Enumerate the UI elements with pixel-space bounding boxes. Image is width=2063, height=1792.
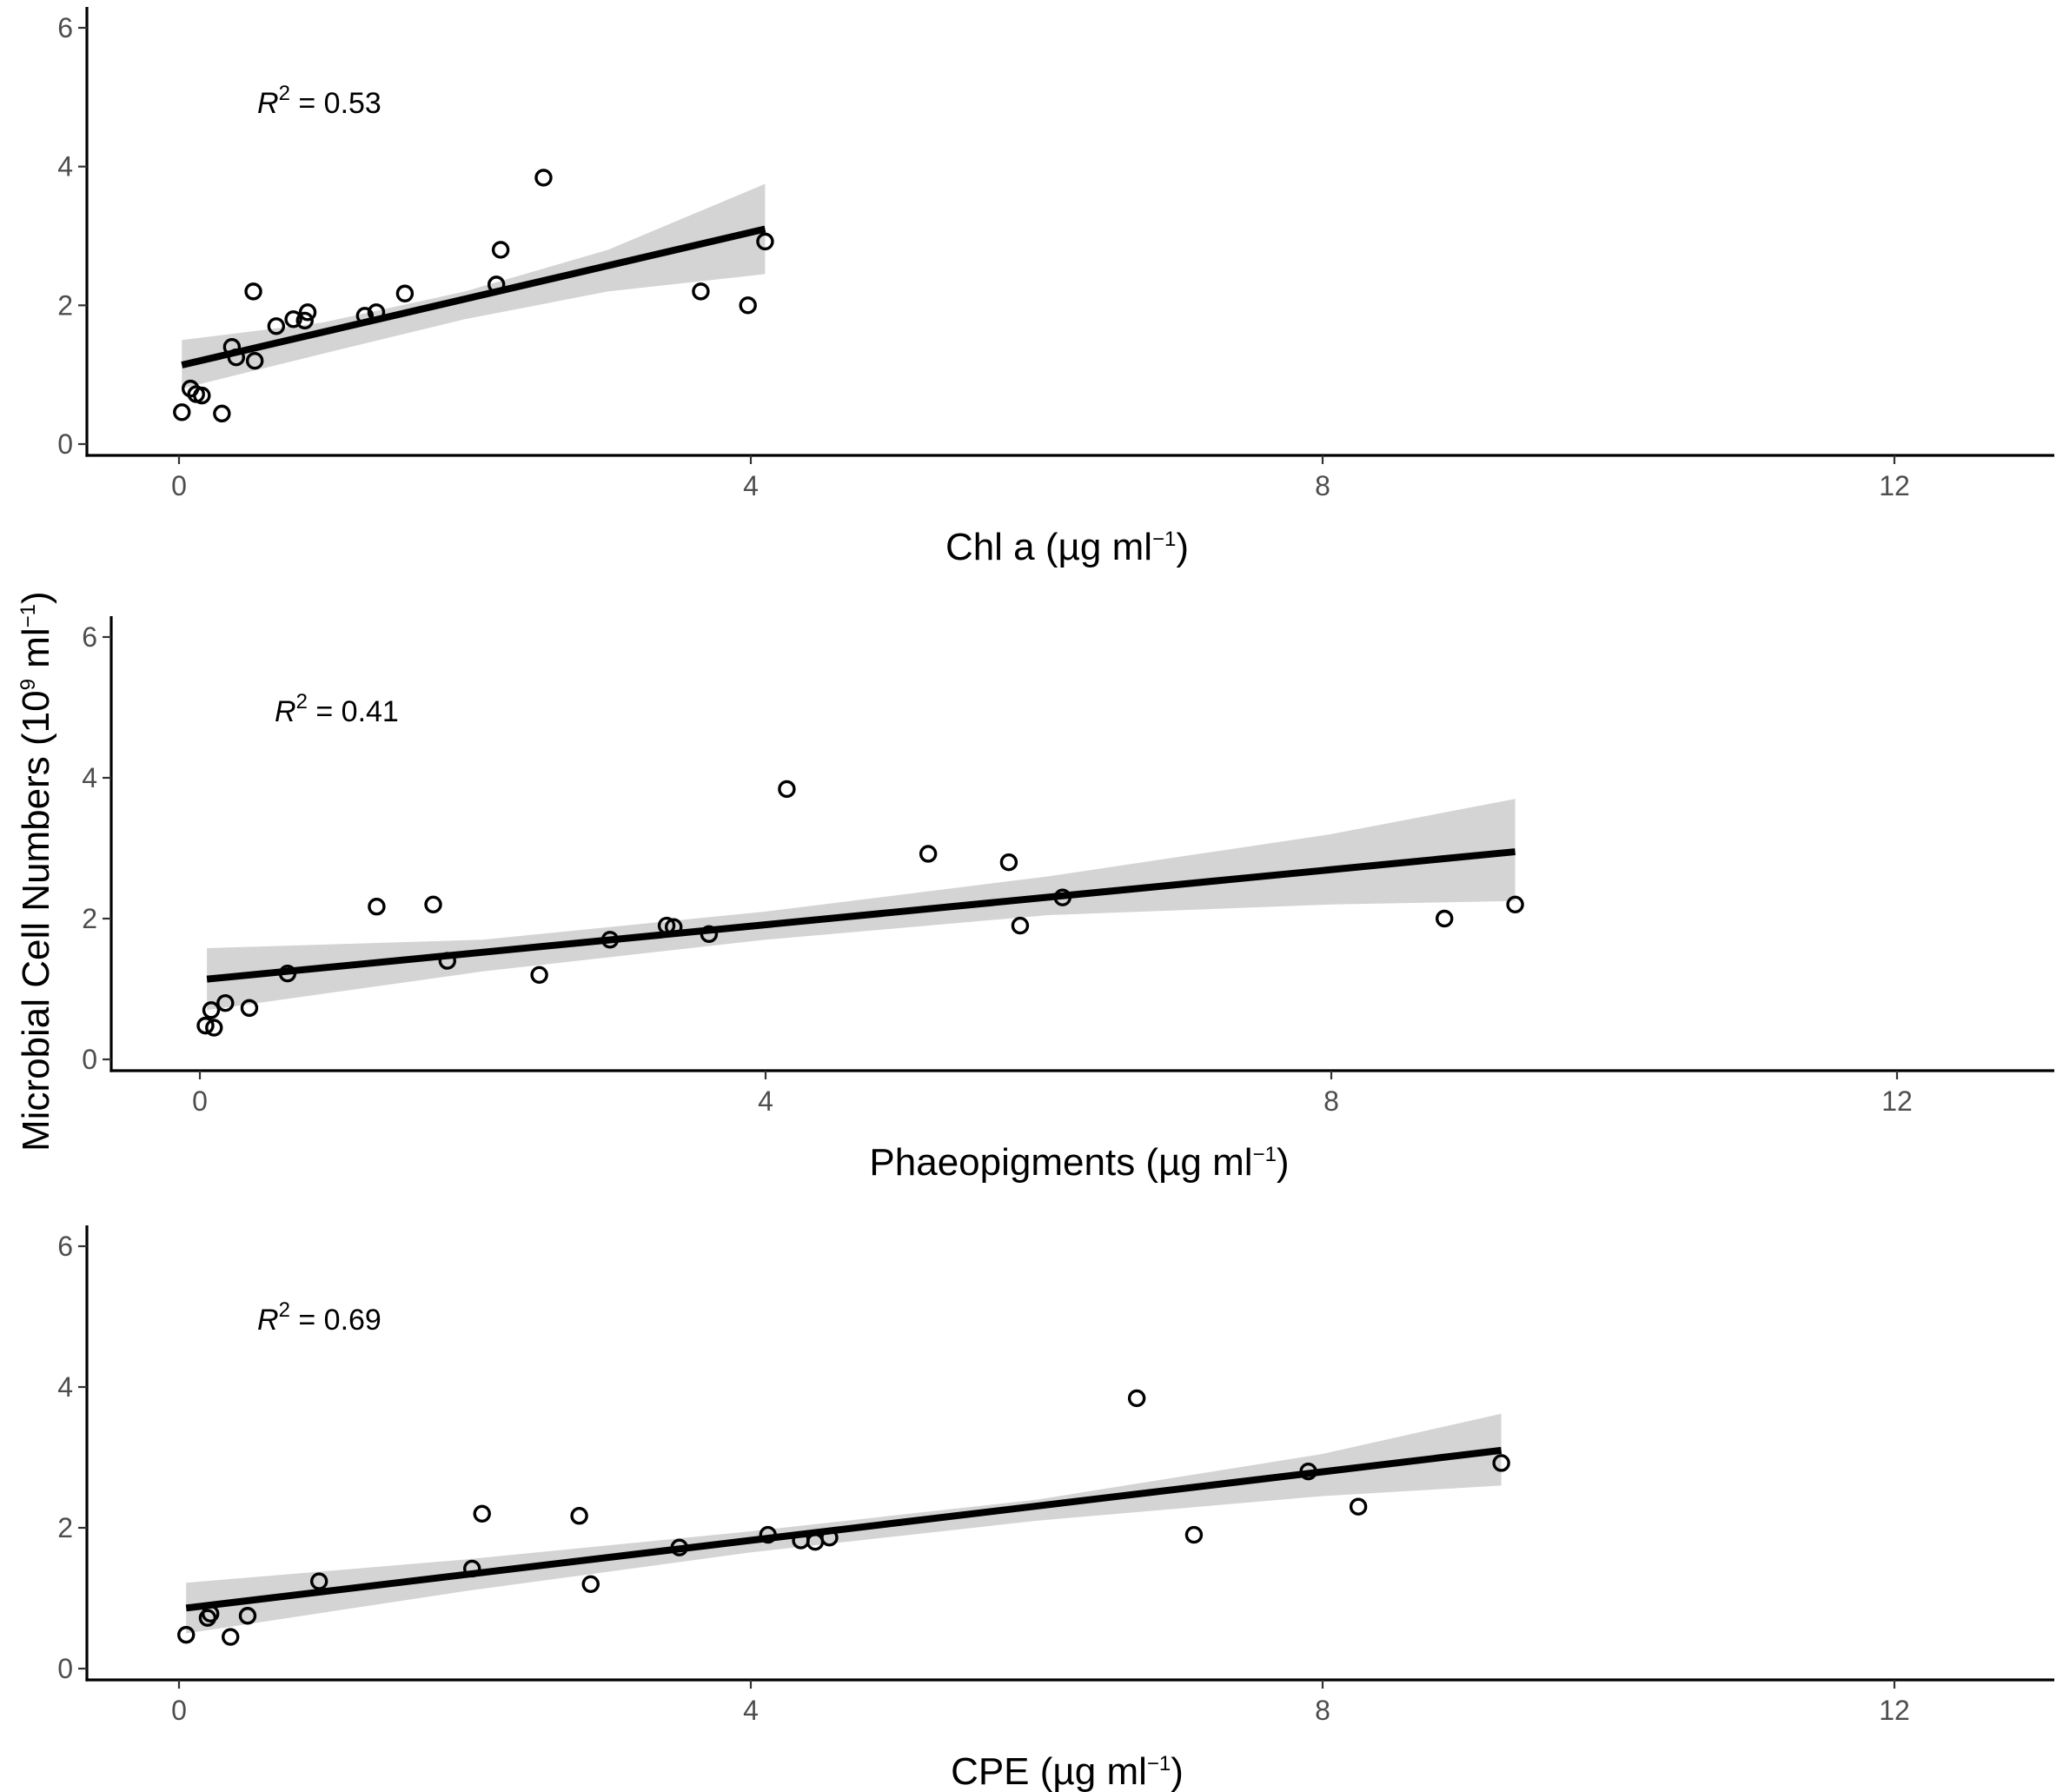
data-point xyxy=(1011,916,1030,935)
panel-2: 0 2 4 6 0 4 8 12 Phaeopigments (µg ml−1) R2 = 0.4… xyxy=(82,616,2054,1184)
data-point xyxy=(202,1001,221,1019)
data-point xyxy=(778,780,796,799)
y-tick-label: 4 xyxy=(57,1371,73,1403)
data-point xyxy=(581,1575,600,1594)
y-tick-label: 6 xyxy=(57,1231,73,1262)
y-tick-label: 6 xyxy=(82,621,97,653)
data-point xyxy=(491,241,510,259)
x-tick-label: 4 xyxy=(743,1695,759,1726)
data-point xyxy=(245,352,264,370)
regression-line xyxy=(206,848,1516,983)
data-point xyxy=(487,275,506,294)
data-point xyxy=(244,282,262,301)
y-tick-label: 6 xyxy=(57,12,73,43)
data-point xyxy=(657,916,676,935)
y-tick-label: 4 xyxy=(82,762,97,793)
data-point xyxy=(999,853,1018,872)
data-point xyxy=(205,1019,223,1037)
data-point xyxy=(1127,1389,1146,1408)
y-axis-title: Microbial Cell Numbers (109 ml−1) xyxy=(15,591,57,1152)
data-point xyxy=(395,284,415,302)
data-point xyxy=(570,1507,588,1525)
r-squared-annotation: R2 = 0.53 xyxy=(257,82,381,120)
data-point xyxy=(284,310,302,329)
data-point xyxy=(534,169,553,187)
data-point xyxy=(310,1572,328,1590)
x-axis-title: Phaeopigments (µg ml−1) xyxy=(869,1141,1289,1184)
data-point xyxy=(739,296,757,315)
data-point xyxy=(692,282,710,301)
y-tick-label: 2 xyxy=(57,289,73,321)
data-point xyxy=(1184,1525,1204,1544)
data-point xyxy=(222,1628,240,1646)
x-tick-label: 8 xyxy=(1315,1695,1330,1726)
x-tick-label: 0 xyxy=(171,1695,187,1726)
data-point xyxy=(463,1559,481,1578)
x-tick-label: 12 xyxy=(1879,1695,1910,1726)
data-point xyxy=(201,1604,220,1623)
data-point xyxy=(919,845,938,863)
panel-1: 0 2 4 6 0 4 8 12 Chl a (µg ml−1) R2 = 0.53 xyxy=(57,7,2054,568)
data-point xyxy=(173,403,191,421)
data-point xyxy=(227,348,245,367)
panel-3: 0 2 4 6 0 4 8 12 CPE (µg ml−1) R2 = 0.69 xyxy=(57,1225,2054,1792)
data-point xyxy=(759,1525,777,1544)
data-point xyxy=(355,307,375,325)
data-point xyxy=(267,317,286,335)
regression-line xyxy=(181,225,766,368)
data-point xyxy=(1349,1497,1368,1516)
data-point xyxy=(216,993,235,1012)
confidence-band xyxy=(182,183,766,389)
regression-line xyxy=(185,1446,1502,1612)
data-point xyxy=(700,925,719,944)
data-point xyxy=(368,898,386,916)
x-tick-label: 12 xyxy=(1881,1085,1913,1117)
data-point xyxy=(438,952,457,970)
data-point xyxy=(1299,1462,1317,1481)
x-tick-label: 0 xyxy=(171,470,187,501)
y-tick-label: 0 xyxy=(82,1044,97,1075)
data-point xyxy=(213,404,231,423)
x-tick-label: 0 xyxy=(192,1085,208,1117)
data-point xyxy=(295,311,314,330)
data-point xyxy=(367,303,386,322)
data-point xyxy=(1506,895,1524,914)
x-tick-label: 12 xyxy=(1879,470,1910,501)
data-point xyxy=(240,999,259,1018)
y-tick-label: 4 xyxy=(57,151,73,183)
data-point xyxy=(222,338,242,356)
data-point xyxy=(530,966,548,985)
data-point xyxy=(820,1529,839,1547)
x-tick-label: 4 xyxy=(743,470,759,501)
x-tick-label: 8 xyxy=(1315,470,1330,501)
r-squared-annotation: R2 = 0.69 xyxy=(257,1298,381,1337)
y-tick-label: 2 xyxy=(57,1512,73,1543)
data-point xyxy=(238,1607,257,1625)
data-point xyxy=(193,386,211,405)
data-point xyxy=(756,232,774,251)
y-tick-label: 0 xyxy=(57,428,73,460)
data-point xyxy=(665,918,683,936)
x-tick-label: 8 xyxy=(1323,1085,1339,1117)
data-point xyxy=(1053,888,1071,906)
data-point xyxy=(600,931,620,949)
data-point xyxy=(196,1016,215,1035)
data-point xyxy=(278,964,297,983)
data-point xyxy=(177,1625,196,1644)
r-squared-annotation: R2 = 0.41 xyxy=(275,690,399,728)
data-point xyxy=(1492,1454,1510,1472)
x-axis-title: Chl a (µg ml−1) xyxy=(945,526,1189,568)
x-axis-title: CPE (µg ml−1) xyxy=(951,1750,1184,1792)
y-tick-label: 0 xyxy=(57,1653,73,1684)
confidence-band xyxy=(207,799,1516,1011)
data-point xyxy=(670,1538,688,1556)
confidence-band xyxy=(186,1413,1502,1634)
data-point xyxy=(1435,909,1454,928)
data-point xyxy=(424,895,442,914)
y-tick-label: 2 xyxy=(82,903,97,934)
data-point xyxy=(298,303,317,322)
x-tick-label: 4 xyxy=(758,1085,773,1117)
data-point xyxy=(473,1504,491,1523)
